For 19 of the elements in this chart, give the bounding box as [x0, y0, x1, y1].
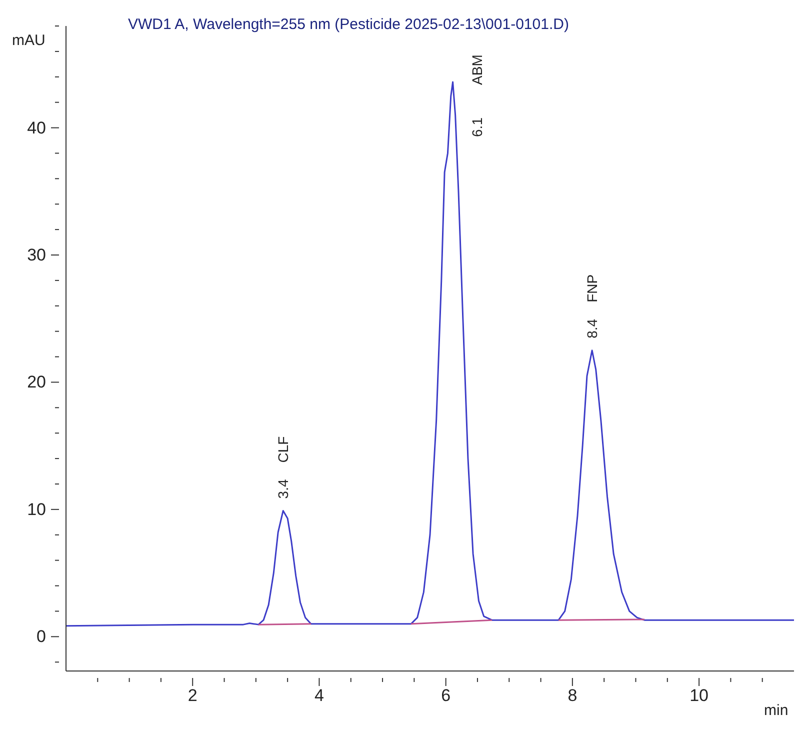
x-tick-label: 10 — [690, 686, 709, 705]
x-tick-label: 2 — [188, 686, 198, 705]
y-tick-label: 30 — [27, 245, 46, 264]
annotation: 8.4 — [584, 318, 600, 338]
y-tick-label: 10 — [27, 500, 46, 519]
x-tick-label: 4 — [314, 686, 324, 705]
annotation: 3.4 — [275, 479, 292, 499]
y-tick-label: 20 — [27, 372, 46, 392]
x-tick-label: 8 — [568, 686, 578, 705]
x-axis-title: min — [764, 702, 788, 719]
y-axis-title: mAU — [12, 32, 46, 49]
x-tick-label: 6 — [441, 686, 451, 705]
annotation: ABM — [468, 54, 485, 85]
annotation: FNP — [584, 274, 600, 302]
y-tick-label: 40 — [27, 118, 46, 138]
annotation: CLF — [275, 436, 292, 463]
annotation: 6.1 — [468, 117, 485, 137]
chart-title: VWD1 A, Wavelength=255 nm (Pesticide 2025-02-13\001-0101.D) — [128, 16, 569, 33]
y-tick-label: 0 — [36, 627, 46, 646]
